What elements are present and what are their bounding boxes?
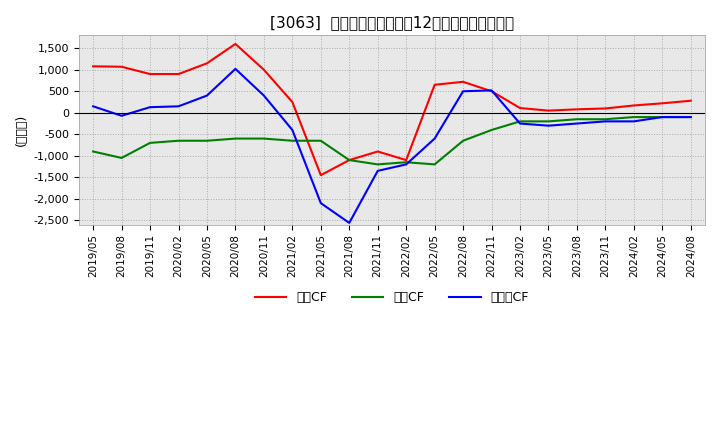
フリーCF	[117, 113, 126, 118]
フリーCF	[317, 201, 325, 206]
営業CF	[516, 106, 524, 111]
営業CF	[202, 61, 211, 66]
営業CF	[544, 108, 553, 113]
投賄CF	[459, 138, 467, 143]
営業CF	[260, 67, 269, 73]
フリーCF	[345, 220, 354, 226]
投賄CF	[658, 114, 667, 120]
営業CF	[658, 101, 667, 106]
Line: 投賄CF: 投賄CF	[93, 117, 690, 165]
フリーCF	[686, 114, 695, 120]
フリーCF	[260, 93, 269, 98]
営業CF	[431, 82, 439, 88]
営業CF	[402, 158, 410, 163]
投賄CF	[572, 117, 581, 122]
フリーCF	[231, 66, 240, 72]
フリーCF	[658, 114, 667, 120]
投賄CF	[431, 162, 439, 167]
フリーCF	[431, 136, 439, 141]
フリーCF	[288, 127, 297, 132]
営業CF	[601, 106, 610, 111]
Line: フリーCF: フリーCF	[93, 69, 690, 223]
投賄CF	[231, 136, 240, 141]
営業CF	[459, 79, 467, 84]
フリーCF	[459, 88, 467, 94]
Y-axis label: (百万円): (百万円)	[15, 114, 28, 146]
営業CF	[145, 71, 154, 77]
投賄CF	[317, 138, 325, 143]
投賄CF	[174, 138, 183, 143]
フリーCF	[629, 119, 638, 124]
営業CF	[317, 172, 325, 178]
営業CF	[629, 103, 638, 108]
営業CF	[487, 88, 496, 94]
投賄CF	[117, 155, 126, 161]
Line: 営業CF: 営業CF	[93, 44, 690, 175]
フリーCF	[174, 104, 183, 109]
投賄CF	[629, 114, 638, 120]
フリーCF	[572, 121, 581, 126]
投賄CF	[145, 140, 154, 146]
投賄CF	[544, 119, 553, 124]
Title: [3063]  キャッシュフローの12か月移動合計の推移: [3063] キャッシュフローの12か月移動合計の推移	[270, 15, 514, 30]
投賄CF	[487, 127, 496, 132]
フリーCF	[544, 123, 553, 128]
フリーCF	[402, 162, 410, 167]
投賄CF	[345, 158, 354, 163]
投賄CF	[202, 138, 211, 143]
投賄CF	[288, 138, 297, 143]
投賄CF	[686, 114, 695, 120]
営業CF	[89, 64, 97, 69]
フリーCF	[516, 121, 524, 126]
フリーCF	[487, 88, 496, 93]
営業CF	[174, 71, 183, 77]
フリーCF	[374, 168, 382, 173]
フリーCF	[202, 93, 211, 98]
フリーCF	[601, 119, 610, 124]
投賄CF	[374, 162, 382, 167]
営業CF	[374, 149, 382, 154]
営業CF	[686, 98, 695, 103]
投賄CF	[402, 160, 410, 165]
Legend: 営業CF, 投賄CF, フリーCF: 営業CF, 投賄CF, フリーCF	[250, 286, 534, 309]
投賄CF	[516, 119, 524, 124]
投賄CF	[89, 149, 97, 154]
営業CF	[345, 158, 354, 163]
営業CF	[288, 99, 297, 105]
投賄CF	[260, 136, 269, 141]
フリーCF	[145, 105, 154, 110]
営業CF	[117, 64, 126, 70]
営業CF	[572, 106, 581, 112]
フリーCF	[89, 104, 97, 109]
営業CF	[231, 41, 240, 47]
投賄CF	[601, 117, 610, 122]
